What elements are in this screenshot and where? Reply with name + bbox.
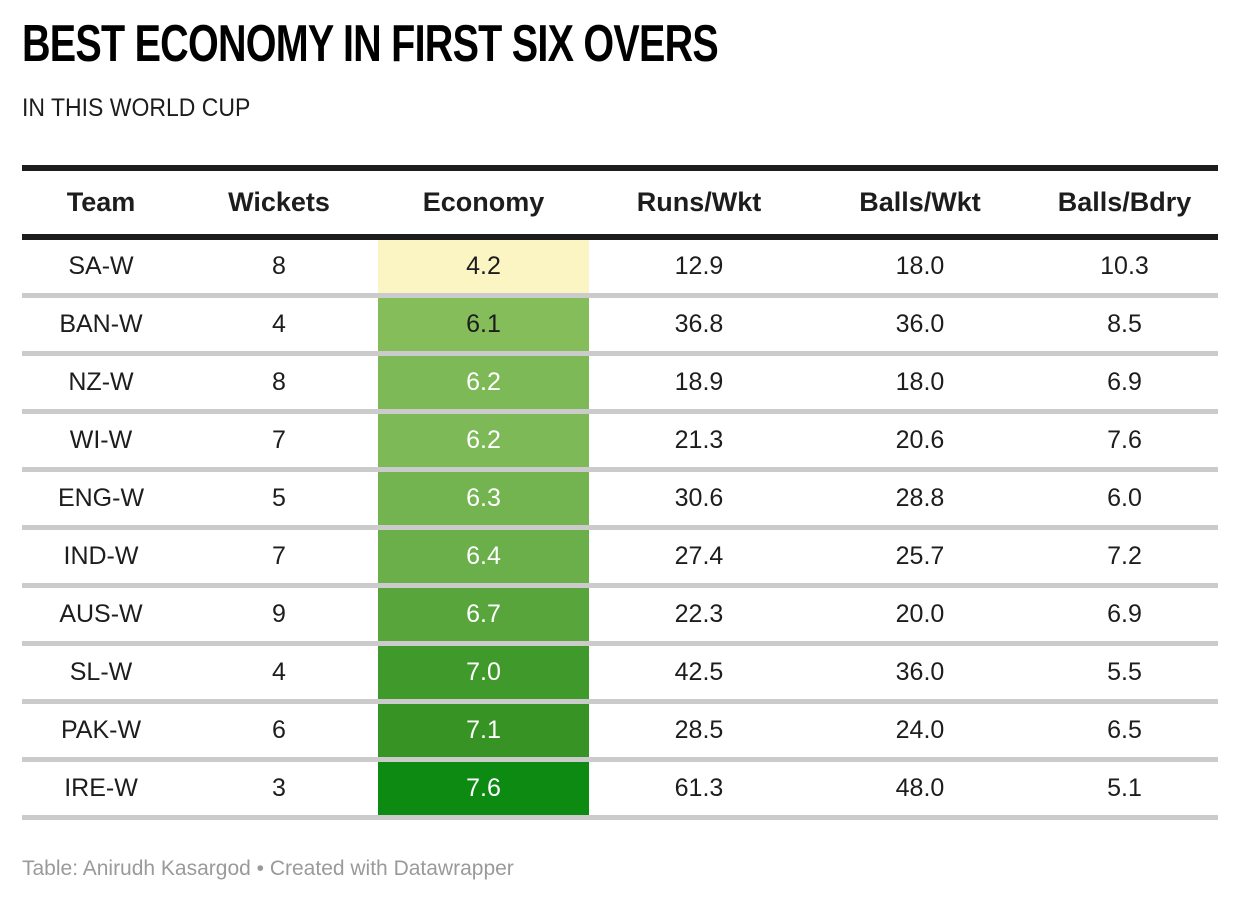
- balls-bdry-cell: 6.5: [1031, 701, 1218, 762]
- table-header: Team Wickets Economy Runs/Wkt Balls/Wkt …: [22, 168, 1218, 240]
- balls-bdry-cell: 10.3: [1031, 237, 1218, 298]
- wickets-cell: 7: [180, 527, 378, 588]
- header-row: Team Wickets Economy Runs/Wkt Balls/Wkt …: [22, 168, 1218, 240]
- wickets-cell: 8: [180, 353, 378, 414]
- economy-cell: 7.6: [378, 759, 589, 820]
- balls-wkt-cell: 24.0: [809, 701, 1031, 762]
- economy-cell: 7.1: [378, 701, 589, 762]
- economy-cell: 6.2: [378, 353, 589, 414]
- team-cell: NZ-W: [22, 353, 180, 414]
- team-cell: IND-W: [22, 527, 180, 588]
- wickets-cell: 3: [180, 759, 378, 820]
- runs-wkt-cell: 22.3: [589, 585, 809, 646]
- table-row: IND-W 7 6.4 27.4 25.7 7.2: [22, 527, 1218, 588]
- balls-wkt-cell: 20.6: [809, 411, 1031, 472]
- wickets-cell: 7: [180, 411, 378, 472]
- column-header-runs-wkt: Runs/Wkt: [589, 168, 809, 240]
- balls-bdry-cell: 6.0: [1031, 469, 1218, 530]
- economy-cell: 4.2: [378, 237, 589, 298]
- balls-wkt-cell: 36.0: [809, 295, 1031, 356]
- economy-cell: 7.0: [378, 643, 589, 704]
- runs-wkt-cell: 21.3: [589, 411, 809, 472]
- economy-cell: 6.4: [378, 527, 589, 588]
- balls-wkt-cell: 25.7: [809, 527, 1031, 588]
- team-cell: SA-W: [22, 237, 180, 298]
- balls-wkt-cell: 28.8: [809, 469, 1031, 530]
- table-row: WI-W 7 6.2 21.3 20.6 7.6: [22, 411, 1218, 472]
- balls-wkt-cell: 36.0: [809, 643, 1031, 704]
- team-cell: PAK-W: [22, 701, 180, 762]
- stats-table: Team Wickets Economy Runs/Wkt Balls/Wkt …: [22, 165, 1218, 820]
- table-row: IRE-W 3 7.6 61.3 48.0 5.1: [22, 759, 1218, 820]
- column-header-economy: Economy: [378, 168, 589, 240]
- wickets-cell: 6: [180, 701, 378, 762]
- team-cell: SL-W: [22, 643, 180, 704]
- table-row: PAK-W 6 7.1 28.5 24.0 6.5: [22, 701, 1218, 762]
- team-cell: BAN-W: [22, 295, 180, 356]
- attribution-credit: Table: Anirudh Kasargod • Created with D…: [22, 857, 514, 880]
- wickets-cell: 5: [180, 469, 378, 530]
- wickets-cell: 4: [180, 643, 378, 704]
- runs-wkt-cell: 42.5: [589, 643, 809, 704]
- runs-wkt-cell: 27.4: [589, 527, 809, 588]
- wickets-cell: 9: [180, 585, 378, 646]
- runs-wkt-cell: 18.9: [589, 353, 809, 414]
- runs-wkt-cell: 12.9: [589, 237, 809, 298]
- economy-cell: 6.3: [378, 469, 589, 530]
- table-row: SL-W 4 7.0 42.5 36.0 5.5: [22, 643, 1218, 704]
- balls-bdry-cell: 8.5: [1031, 295, 1218, 356]
- chart-title: BEST ECONOMY IN FIRST SIX OVERS: [22, 15, 719, 73]
- table-body: SA-W 8 4.2 12.9 18.0 10.3 BAN-W 4 6.1 36…: [22, 237, 1218, 820]
- wickets-cell: 8: [180, 237, 378, 298]
- economy-cell: 6.7: [378, 585, 589, 646]
- balls-bdry-cell: 5.5: [1031, 643, 1218, 704]
- runs-wkt-cell: 61.3: [589, 759, 809, 820]
- table-row: BAN-W 4 6.1 36.8 36.0 8.5: [22, 295, 1218, 356]
- runs-wkt-cell: 30.6: [589, 469, 809, 530]
- column-header-balls-wkt: Balls/Wkt: [809, 168, 1031, 240]
- chart-subtitle: IN THIS WORLD CUP: [22, 94, 251, 122]
- table-row: ENG-W 5 6.3 30.6 28.8 6.0: [22, 469, 1218, 530]
- balls-bdry-cell: 6.9: [1031, 353, 1218, 414]
- column-header-balls-bdry: Balls/Bdry: [1031, 168, 1218, 240]
- balls-wkt-cell: 20.0: [809, 585, 1031, 646]
- team-cell: WI-W: [22, 411, 180, 472]
- balls-bdry-cell: 7.6: [1031, 411, 1218, 472]
- column-header-wickets: Wickets: [180, 168, 378, 240]
- balls-bdry-cell: 6.9: [1031, 585, 1218, 646]
- table-row: AUS-W 9 6.7 22.3 20.0 6.9: [22, 585, 1218, 646]
- balls-wkt-cell: 48.0: [809, 759, 1031, 820]
- balls-wkt-cell: 18.0: [809, 237, 1031, 298]
- balls-bdry-cell: 7.2: [1031, 527, 1218, 588]
- runs-wkt-cell: 28.5: [589, 701, 809, 762]
- chart-container: BEST ECONOMY IN FIRST SIX OVERS IN THIS …: [0, 16, 1240, 881]
- economy-cell: 6.2: [378, 411, 589, 472]
- economy-cell: 6.1: [378, 295, 589, 356]
- column-header-team: Team: [22, 168, 180, 240]
- balls-bdry-cell: 5.1: [1031, 759, 1218, 820]
- team-cell: ENG-W: [22, 469, 180, 530]
- wickets-cell: 4: [180, 295, 378, 356]
- team-cell: IRE-W: [22, 759, 180, 820]
- team-cell: AUS-W: [22, 585, 180, 646]
- table-row: SA-W 8 4.2 12.9 18.0 10.3: [22, 237, 1218, 298]
- table-row: NZ-W 8 6.2 18.9 18.0 6.9: [22, 353, 1218, 414]
- balls-wkt-cell: 18.0: [809, 353, 1031, 414]
- runs-wkt-cell: 36.8: [589, 295, 809, 356]
